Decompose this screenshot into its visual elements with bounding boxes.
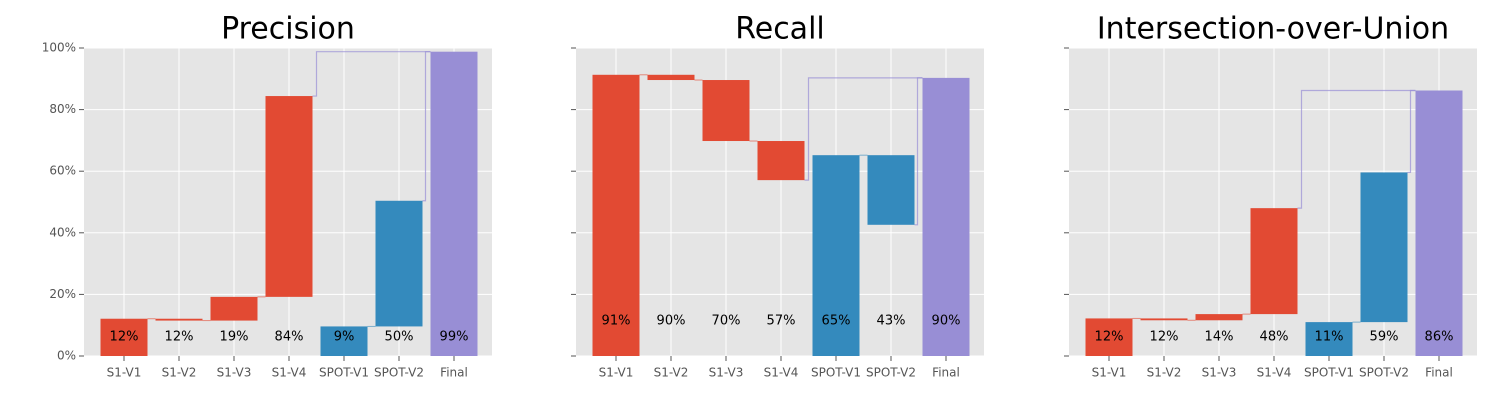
value-label: 12% [110,330,139,345]
bar [647,74,695,81]
x-tick-label: S1-V1 [107,366,142,380]
bar [1415,90,1463,356]
value-label: 11% [1315,330,1344,345]
x-tick-label: SPOT-V2 [374,366,424,380]
x-tick-label: Final [440,366,468,380]
x-tick-label: S1-V2 [162,366,197,380]
value-label: 48% [1260,330,1289,345]
bar [375,200,423,327]
x-tick-label: Final [932,366,960,380]
value-label: 43% [877,314,906,329]
connector [312,51,431,97]
value-label: 50% [385,330,414,345]
connector [1407,89,1416,174]
value-label: 12% [1095,330,1124,345]
bar [265,96,313,297]
bar [867,155,915,225]
connector [914,77,923,226]
value-label: 91% [602,314,631,329]
bar [320,326,368,356]
bar [812,155,860,356]
value-label: 57% [767,314,796,329]
value-label: 84% [275,330,304,345]
bar [702,80,750,142]
bar [1250,208,1298,315]
bar [922,77,970,356]
value-label: 99% [440,330,469,345]
value-label: 90% [932,314,961,329]
bar [155,318,203,321]
bar [430,51,478,357]
bar [1140,318,1188,321]
bar [757,141,805,181]
x-tick-label: SPOT-V2 [866,366,916,380]
value-label: 70% [712,314,741,329]
y-tick-label: 20% [49,287,76,301]
y-tick-label: 100% [42,41,76,55]
bar [1085,318,1133,356]
bar [210,296,258,321]
bar [1360,172,1408,323]
value-label: 14% [1205,330,1234,345]
bar [1305,322,1353,356]
y-tick-label: 80% [49,102,76,116]
plot-background [576,48,984,356]
x-tick-label: SPOT-V1 [1304,366,1354,380]
x-tick-label: S1-V1 [599,366,634,380]
chart-title: Intersection-over-Union [1097,12,1449,47]
value-label: 12% [1150,330,1179,345]
x-tick-label: S1-V4 [272,366,307,380]
x-tick-label: S1-V2 [654,366,689,380]
connector [422,51,431,202]
value-label: 90% [657,314,686,329]
bar [1195,314,1243,321]
x-tick-label: S1-V2 [1147,366,1182,380]
connector [1297,89,1416,209]
value-label: 9% [334,330,355,345]
chart-title: Recall [735,12,825,47]
connector [804,77,923,181]
x-tick-label: SPOT-V1 [319,366,369,380]
x-tick-label: SPOT-V1 [811,366,861,380]
y-tick-label: 0% [57,349,76,363]
y-tick-label: 60% [49,164,76,178]
bar [100,318,148,356]
value-label: 65% [822,314,851,329]
x-tick-label: S1-V4 [764,366,799,380]
bar [592,74,640,357]
value-label: 19% [220,330,249,345]
x-tick-label: S1-V3 [1202,366,1237,380]
x-tick-label: S1-V3 [217,366,252,380]
value-label: 12% [165,330,194,345]
x-tick-label: SPOT-V2 [1359,366,1409,380]
chart-title: Precision [221,12,355,47]
x-tick-label: S1-V3 [709,366,744,380]
value-label: 59% [1370,330,1399,345]
value-label: 86% [1425,330,1454,345]
x-tick-label: Final [1425,366,1453,380]
y-tick-label: 40% [49,225,76,239]
x-tick-label: S1-V1 [1092,366,1127,380]
x-tick-label: S1-V4 [1257,366,1292,380]
